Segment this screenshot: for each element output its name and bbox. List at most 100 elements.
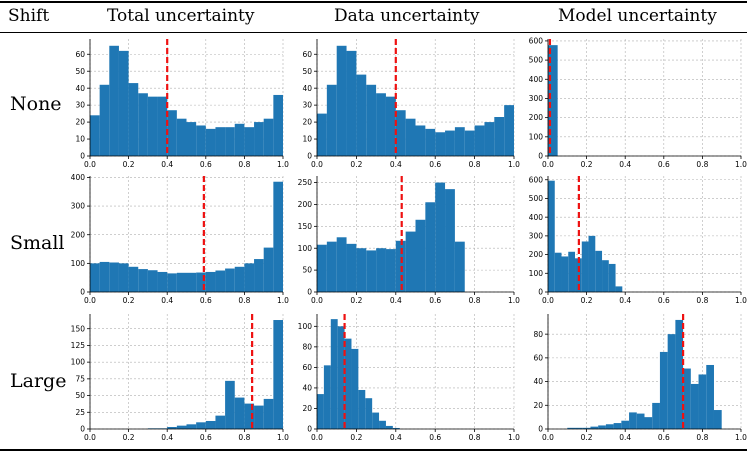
y-tick-label: 100 xyxy=(71,358,86,367)
histogram-bar xyxy=(567,427,576,429)
header-data-uncertainty: Data uncertainty xyxy=(334,6,480,26)
x-tick-label: 1.0 xyxy=(508,160,520,169)
y-tick-label: 25 xyxy=(75,408,85,417)
x-tick-label: 0.4 xyxy=(619,160,631,169)
x-tick-label: 0.4 xyxy=(161,160,173,169)
histogram-bar xyxy=(90,263,100,292)
histogram-bar xyxy=(548,180,555,292)
histogram-bar xyxy=(621,420,630,429)
x-tick-label: 0.6 xyxy=(658,160,670,169)
y-tick-label: 30 xyxy=(302,101,312,110)
histogram-bar xyxy=(273,94,283,156)
y-tick-label: 10 xyxy=(75,135,85,144)
y-tick-label: 250 xyxy=(298,178,313,187)
histogram-bar xyxy=(215,270,226,292)
histogram-bar xyxy=(109,45,119,156)
y-tick-label: 0 xyxy=(538,425,543,434)
histogram-bar xyxy=(605,424,614,429)
x-tick-label: 0.6 xyxy=(429,296,441,305)
y-tick-label: 60 xyxy=(302,363,312,372)
x-tick-label: 0.8 xyxy=(469,160,481,169)
histogram-bar xyxy=(366,84,377,156)
y-tick-label: 0 xyxy=(80,288,85,297)
x-tick-label: 0.8 xyxy=(696,296,708,305)
x-tick-label: 0.0 xyxy=(542,160,554,169)
x-tick-label: 0.6 xyxy=(200,433,212,442)
histogram-bar xyxy=(346,50,357,156)
histogram-bar xyxy=(225,127,235,156)
x-tick-label: 0.6 xyxy=(658,296,670,305)
row-label-large: Large xyxy=(10,370,67,392)
histogram-bar xyxy=(167,273,177,292)
y-tick-label: 20 xyxy=(533,401,543,410)
histogram-bar xyxy=(675,319,684,429)
histogram-bar xyxy=(234,123,245,156)
x-tick-label: 0.8 xyxy=(696,160,708,169)
x-tick-label: 0.8 xyxy=(469,296,481,305)
histogram-bar xyxy=(128,266,139,292)
histogram-bar xyxy=(659,351,668,429)
y-tick-label: 300 xyxy=(529,94,544,103)
x-tick-label: 0.6 xyxy=(658,433,670,442)
y-tick-label: 500 xyxy=(529,56,544,65)
bottom-rule xyxy=(0,449,747,451)
histogram-bar xyxy=(581,241,589,292)
y-tick-label: 150 xyxy=(71,324,86,333)
histogram-bar xyxy=(598,425,606,429)
header-shift: Shift xyxy=(8,6,50,26)
histogram-bar xyxy=(337,326,345,429)
y-tick-label: 0 xyxy=(80,152,85,161)
x-tick-label: 0.6 xyxy=(200,296,212,305)
histogram-bar xyxy=(379,420,386,429)
histogram-bar xyxy=(351,348,359,429)
x-tick-label: 0.2 xyxy=(581,296,593,305)
histogram-bar xyxy=(205,271,216,292)
histogram-bar xyxy=(186,424,197,429)
histogram-bar xyxy=(484,122,495,156)
x-tick-label: 0.8 xyxy=(238,433,250,442)
histogram-bar xyxy=(454,241,465,292)
histogram-bar xyxy=(273,320,283,429)
y-tick-label: 300 xyxy=(529,231,544,240)
x-tick-label: 0.2 xyxy=(350,433,362,442)
y-tick-label: 150 xyxy=(298,222,313,231)
histogram-bar xyxy=(588,235,596,292)
histogram-bar xyxy=(205,420,216,429)
y-tick-label: 0 xyxy=(307,425,312,434)
histogram-bar xyxy=(385,425,393,429)
x-tick-label: 0.0 xyxy=(84,296,96,305)
histogram-bar xyxy=(254,405,264,429)
y-tick-label: 40 xyxy=(75,84,85,93)
histogram-bar xyxy=(376,93,386,156)
histogram-bar xyxy=(186,122,197,156)
histogram-bar xyxy=(109,262,119,292)
histogram-bar xyxy=(263,398,274,429)
histogram-bar xyxy=(128,83,139,156)
y-tick-label: 20 xyxy=(75,118,85,127)
histogram-bar xyxy=(99,84,110,156)
y-tick-label: 400 xyxy=(529,75,544,84)
histogram-bar xyxy=(494,117,505,156)
histogram-bar xyxy=(167,110,177,156)
histogram-bar xyxy=(615,286,623,292)
y-tick-label: 20 xyxy=(302,118,312,127)
y-tick-label: 50 xyxy=(302,67,312,76)
x-tick-label: 0.0 xyxy=(84,433,96,442)
histogram-bar xyxy=(445,189,455,292)
histogram-bar xyxy=(425,128,436,156)
histogram-bar xyxy=(652,402,660,429)
x-tick-label: 0.6 xyxy=(200,160,212,169)
y-tick-label: 125 xyxy=(71,341,86,350)
histogram-bar xyxy=(445,130,455,156)
x-tick-label: 1.0 xyxy=(277,160,289,169)
histogram-bar xyxy=(317,244,327,292)
histogram-bar xyxy=(636,413,645,429)
x-tick-label: 0.2 xyxy=(350,296,362,305)
y-tick-label: 20 xyxy=(302,404,312,413)
histogram-bar xyxy=(167,426,177,429)
x-tick-label: 0.0 xyxy=(542,296,554,305)
histogram-bar xyxy=(376,248,386,292)
histogram-bar xyxy=(254,122,264,156)
histogram-bar xyxy=(590,426,599,429)
histogram-bar xyxy=(504,105,514,156)
